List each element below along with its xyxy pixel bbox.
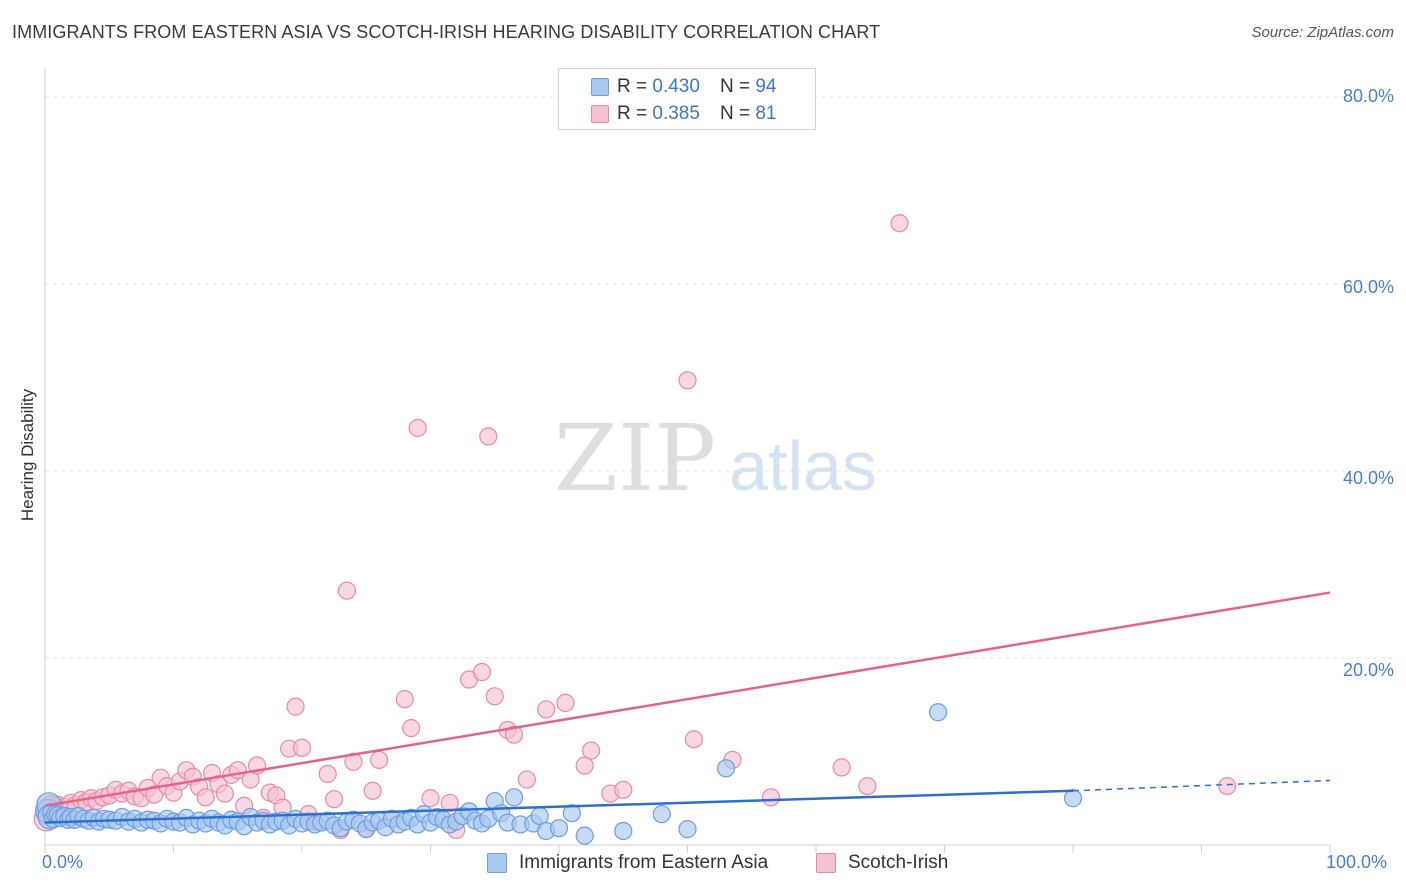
x-tick-label: 100.0%: [1326, 852, 1388, 872]
watermark-zip: ZIP: [554, 405, 716, 512]
legend-swatch-blue: [591, 78, 609, 96]
data-point: [832, 758, 851, 777]
data-point: [761, 788, 781, 807]
y-tick-label: 80.0%: [1342, 86, 1394, 106]
data-point: [318, 764, 337, 784]
data-point: [684, 730, 704, 749]
data-point: [928, 703, 948, 722]
data-point: [325, 790, 344, 809]
data-point: [1063, 789, 1083, 808]
data-point: [575, 756, 594, 775]
x-tick-label: 0.0%: [42, 852, 84, 872]
trend-lines: [44, 591, 1331, 824]
n-label: N =: [719, 103, 751, 124]
r-value: 0.430: [652, 76, 700, 97]
y-tick-label: 60.0%: [1342, 277, 1394, 297]
data-point: [556, 693, 575, 712]
data-point: [890, 214, 909, 233]
legend-item-eastern-asia: Immigrants from Eastern Asia: [487, 852, 768, 874]
data-point: [517, 770, 536, 789]
chart-title: IMMIGRANTS FROM EASTERN ASIA VS SCOTCH-I…: [12, 22, 881, 42]
data-point: [286, 697, 305, 716]
legend-row-scotch-irish: R = 0.385 N = 81: [591, 101, 777, 127]
data-point: [575, 826, 594, 845]
data-point: [485, 687, 504, 706]
legend-swatch-pink: [591, 105, 609, 123]
data-point: [395, 690, 414, 709]
legend-label: Scotch-Irish: [848, 852, 949, 873]
n-label: N =: [719, 76, 751, 97]
legend-swatch-blue: [487, 853, 507, 873]
correlation-legend: R = 0.430 N = 94 R = 0.385 N = 81: [558, 68, 816, 130]
data-point: [504, 725, 524, 744]
data-point: [858, 776, 877, 796]
n-value: 81: [755, 103, 777, 124]
data-point: [440, 793, 459, 813]
scotch-irish-points: [33, 214, 1237, 840]
r-value: 0.385: [652, 103, 700, 124]
legend-row-eastern-asia: R = 0.430 N = 94: [591, 74, 777, 100]
data-point: [402, 719, 421, 738]
y-tick-label: 20.0%: [1342, 660, 1394, 680]
data-point: [678, 820, 697, 839]
data-point: [215, 784, 234, 803]
data-point: [582, 741, 601, 760]
data-point: [196, 788, 215, 807]
data-point: [678, 371, 697, 390]
data-point: [344, 752, 363, 771]
watermark: ZIP atlas: [554, 405, 877, 512]
legend-swatch-pink: [816, 853, 836, 873]
data-point: [614, 821, 633, 841]
watermark-atlas: atlas: [729, 427, 877, 505]
legend-item-scotch-irish: Scotch-Irish: [816, 852, 948, 874]
data-point: [421, 789, 440, 808]
data-point: [537, 700, 556, 719]
data-point: [504, 788, 524, 807]
data-point: [292, 738, 312, 757]
data-point: [472, 662, 491, 682]
scotch-irish-trend-line: [44, 591, 1331, 807]
eastern-asia-trend-line: [44, 789, 1074, 824]
y-tick-label: 40.0%: [1342, 468, 1394, 488]
data-point: [408, 418, 427, 438]
chart-source: Source: ZipAtlas.com: [1251, 24, 1394, 41]
r-label: R =: [617, 76, 648, 97]
data-point: [562, 804, 581, 823]
data-point: [614, 780, 633, 799]
n-value: 94: [755, 76, 777, 97]
data-point: [652, 805, 671, 824]
data-point: [145, 785, 164, 804]
data-point: [479, 427, 498, 446]
grid-lines: [45, 96, 1392, 659]
data-point: [716, 759, 736, 778]
r-label: R =: [617, 103, 648, 124]
legend-label: Immigrants from Eastern Asia: [519, 852, 769, 873]
eastern-asia-trend-extension: [1072, 779, 1331, 792]
data-point: [1218, 776, 1237, 796]
data-point: [370, 750, 389, 770]
data-point: [549, 819, 569, 838]
series-legend: Immigrants from Eastern Asia Scotch-Iris…: [0, 852, 1406, 878]
axes: [44, 68, 1331, 853]
data-point: [337, 581, 357, 600]
data-point: [363, 781, 382, 800]
